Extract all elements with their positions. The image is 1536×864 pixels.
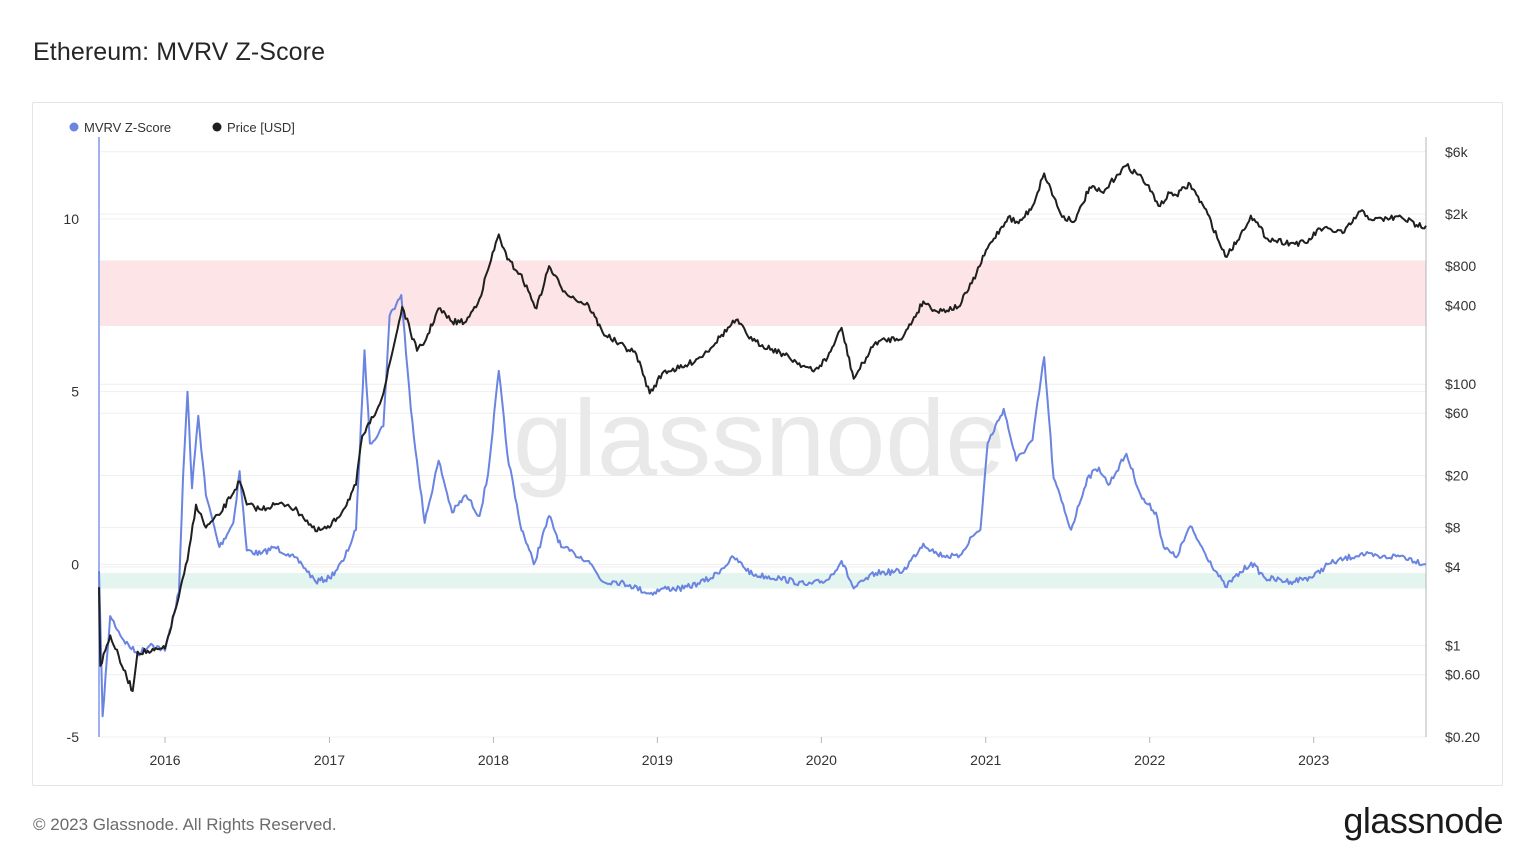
series-layer bbox=[98, 163, 1427, 718]
x-tick-0: 2016 bbox=[149, 752, 180, 768]
y-right-tick-6: $60 bbox=[1445, 405, 1469, 421]
y-right-tick-7: $100 bbox=[1445, 376, 1476, 392]
y-right-tick-8: $400 bbox=[1445, 297, 1476, 313]
y-left-tick-0: -5 bbox=[67, 729, 80, 745]
x-tick-7: 2023 bbox=[1298, 752, 1329, 768]
y-right-tick-5: $20 bbox=[1445, 468, 1469, 484]
y-right-tick-1: $0.60 bbox=[1445, 667, 1480, 683]
x-tick-2: 2018 bbox=[478, 752, 509, 768]
y-right-tick-4: $8 bbox=[1445, 520, 1461, 536]
tick-layer: -5 0 5 10 $0.20 $0.60 $1 $4 $8 $20 $60 $100 $400 $800… bbox=[63, 144, 1480, 768]
legend[interactable]: MVRV Z-Score Price [USD] bbox=[69, 120, 295, 135]
band-undervalued bbox=[99, 572, 1426, 589]
x-tick-3: 2019 bbox=[642, 752, 673, 768]
legend-price-marker bbox=[212, 122, 222, 132]
y-right-tick-3: $4 bbox=[1445, 559, 1461, 575]
x-tick-1: 2017 bbox=[314, 752, 345, 768]
band-layer bbox=[99, 260, 1426, 589]
y-left-tick-1: 0 bbox=[71, 556, 79, 572]
y-right-tick-9: $800 bbox=[1445, 258, 1476, 274]
x-tick-6: 2022 bbox=[1134, 752, 1165, 768]
series-line-price bbox=[98, 163, 1427, 692]
chart-svg: glassnode -5 0 5 10 $0.20 $0.60 $1 $4 $8 $20 $60 $1… bbox=[63, 120, 1480, 768]
y-right-tick-10: $2k bbox=[1445, 206, 1469, 222]
legend-price-label[interactable]: Price [USD] bbox=[227, 120, 295, 135]
y-right-tick-2: $1 bbox=[1445, 638, 1461, 654]
y-right-tick-11: $6k bbox=[1445, 144, 1469, 160]
chart-frame: glassnode -5 0 5 10 $0.20 $0.60 $1 $4 $8 $20 $60 $1… bbox=[32, 102, 1503, 786]
legend-zscore-marker bbox=[69, 122, 79, 132]
x-tick-4: 2020 bbox=[806, 752, 837, 768]
legend-zscore-label[interactable]: MVRV Z-Score bbox=[84, 120, 171, 135]
page-title: Ethereum: MVRV Z-Score bbox=[33, 38, 326, 66]
watermark: glassnode bbox=[513, 377, 1005, 498]
grid-layer bbox=[99, 151, 1426, 738]
band-overvalued bbox=[99, 260, 1426, 327]
y-left-tick-2: 5 bbox=[71, 384, 79, 400]
footer-copyright: © 2023 Glassnode. All Rights Reserved. bbox=[33, 815, 337, 834]
y-right-tick-0: $0.20 bbox=[1445, 729, 1480, 745]
y-left-tick-3: 10 bbox=[63, 211, 79, 227]
series-line-zscore bbox=[98, 294, 1427, 718]
x-tick-5: 2021 bbox=[970, 752, 1001, 768]
glassnode-logo: glassnode bbox=[1343, 800, 1503, 841]
